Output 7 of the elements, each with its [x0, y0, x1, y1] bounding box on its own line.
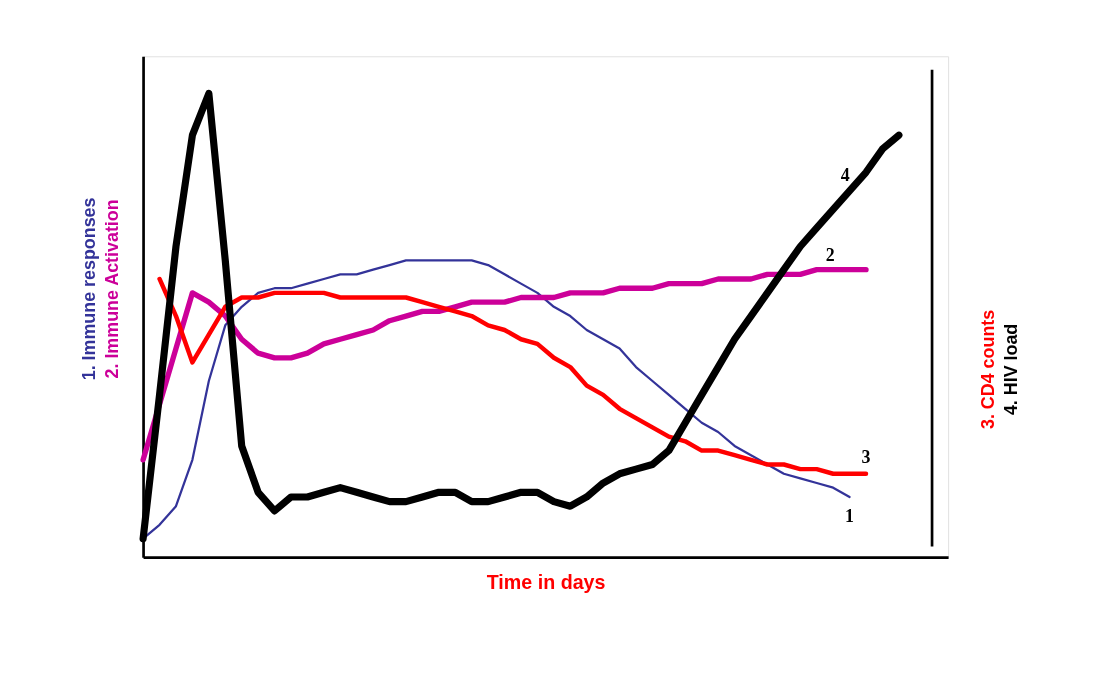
y-axis-title: 1. Immune responses 2. Immune Activation [78, 197, 123, 381]
x-axis-title: Time in days [486, 571, 606, 593]
annotation: 2 [825, 244, 835, 265]
annotation: 3 [861, 447, 871, 468]
y2-axis-title: 3. CD4 counts 4. HIV load [977, 309, 1022, 430]
annotation: 4 [840, 164, 850, 185]
annotation: 1 [845, 506, 855, 526]
